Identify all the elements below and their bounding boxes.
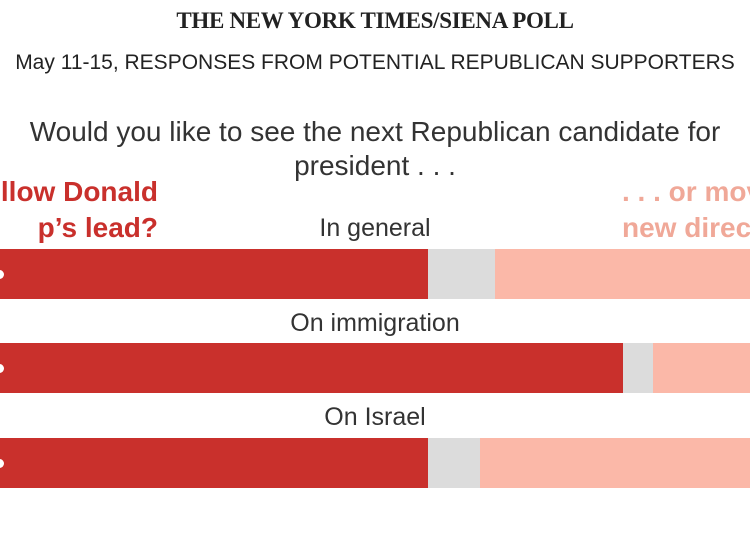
chart-subtitle: May 11-15, RESPONSES FROM POTENTIAL REPU… [15, 51, 735, 74]
legend-follow-label: llow Donald p’s lead? [0, 174, 158, 246]
row-label-on-israel: On Israel [324, 403, 426, 431]
stacked-bar [0, 249, 750, 299]
stacked-bar [0, 438, 750, 488]
bar-segment-follow [0, 343, 623, 393]
bar-segment-new [495, 249, 750, 299]
question-text: Would you like to see the next Republica… [29, 116, 721, 181]
legend-follow-line-2: p’s lead? [37, 212, 158, 243]
bar-marker-dot [0, 364, 4, 373]
legend-new-direction-label: . . . or mov new direc [622, 174, 750, 246]
legend-new-line-1: . . . or mov [622, 176, 750, 207]
stacked-bar [0, 343, 750, 393]
bar-marker-dot [0, 459, 4, 468]
bar-segment-unsure [427, 249, 495, 299]
bar-segment-follow [0, 249, 428, 299]
legend-follow-line-1: llow Donald [0, 176, 158, 207]
bar-segment-new [652, 343, 750, 393]
chart-title: THE NEW YORK TIMES/SIENA POLL [176, 8, 574, 33]
bar-segment-new [480, 438, 750, 488]
bar-segment-unsure [427, 438, 480, 488]
bar-marker-dot [0, 270, 4, 279]
bar-segment-unsure [622, 343, 653, 393]
legend-new-line-2: new direc [622, 212, 750, 243]
row-label-in-general: In general [319, 214, 431, 242]
bar-segment-follow [0, 438, 428, 488]
row-label-on-immigration: On immigration [290, 309, 460, 337]
